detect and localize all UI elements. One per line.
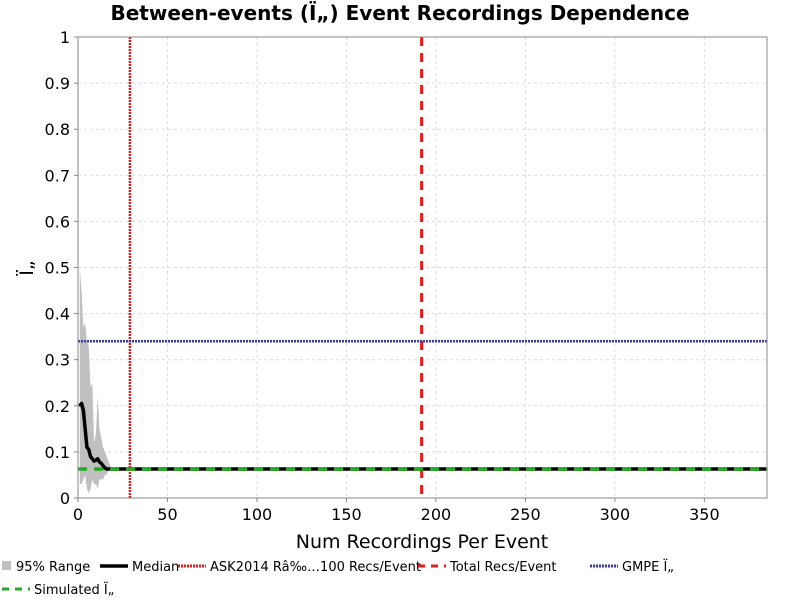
x-tick-label: 0 bbox=[73, 505, 83, 524]
series-point bbox=[104, 467, 106, 469]
y-tick-label: 0.5 bbox=[45, 259, 70, 278]
x-tick-label: 100 bbox=[242, 505, 273, 524]
y-tick-label: 0.7 bbox=[45, 166, 70, 185]
series-point bbox=[102, 464, 104, 467]
tick-labels: 0 50 100 150 200 250 300 350 0 0.1 0.2 0.3 0.4 0.5 0.6… bbox=[45, 28, 720, 524]
y-tick-label: 0.1 bbox=[45, 443, 70, 462]
x-tick-label: 350 bbox=[689, 505, 720, 524]
legend-label: Median bbox=[132, 560, 179, 575]
series-point bbox=[84, 428, 86, 430]
y-tick-label: 0 bbox=[60, 489, 70, 508]
range-band-area bbox=[79, 267, 767, 494]
x-tick-label: 50 bbox=[157, 505, 177, 524]
series-point bbox=[96, 458, 99, 460]
y-tick-label: 0.8 bbox=[45, 120, 70, 139]
y-axis-label: Ï„ bbox=[15, 260, 38, 275]
legend-label: Simulated Ï„ bbox=[34, 582, 114, 598]
series-point bbox=[91, 458, 94, 460]
legend-label: GMPE Ï„ bbox=[622, 559, 674, 575]
series-point bbox=[89, 455, 92, 458]
series-point bbox=[82, 409, 85, 412]
series-layer bbox=[78, 401, 768, 471]
x-tick-label: 300 bbox=[600, 505, 631, 524]
series-point bbox=[87, 448, 90, 451]
x-axis-label: Num Recordings Per Event bbox=[296, 531, 549, 553]
y-tick-label: 0.3 bbox=[45, 351, 70, 370]
x-tick-label: 200 bbox=[421, 505, 452, 524]
chart-title: Between-events (Ï„) Event Recordings Dep… bbox=[110, 1, 689, 25]
y-tick-label: 0.6 bbox=[45, 212, 70, 231]
y-tick-label: 1 bbox=[60, 28, 70, 47]
legend: 95% Range Median ASK2014 Râ‰…100 Recs/Even… bbox=[2, 559, 674, 598]
series-point bbox=[107, 468, 110, 470]
legend-label: Total Recs/Event bbox=[449, 560, 556, 575]
series-point bbox=[86, 446, 88, 449]
series-point bbox=[95, 459, 97, 461]
x-tick-label: 250 bbox=[510, 505, 541, 524]
y-tick-label: 0.9 bbox=[45, 74, 70, 93]
range-band-layer bbox=[79, 267, 767, 494]
series-point bbox=[93, 460, 95, 462]
series-point bbox=[80, 402, 83, 405]
x-tick-label: 150 bbox=[331, 505, 362, 524]
series-point bbox=[105, 468, 108, 470]
legend-label: ASK2014 Râ‰…100 Recs/Event bbox=[210, 560, 421, 575]
legend-label: 95% Range bbox=[16, 560, 90, 575]
series-point bbox=[100, 462, 103, 465]
series-point bbox=[78, 405, 81, 407]
series-line-median bbox=[78, 401, 767, 471]
series-point bbox=[98, 461, 101, 463]
y-tick-label: 0.4 bbox=[45, 305, 70, 324]
y-tick-label: 0.2 bbox=[45, 397, 70, 416]
legend-swatch bbox=[2, 561, 11, 570]
